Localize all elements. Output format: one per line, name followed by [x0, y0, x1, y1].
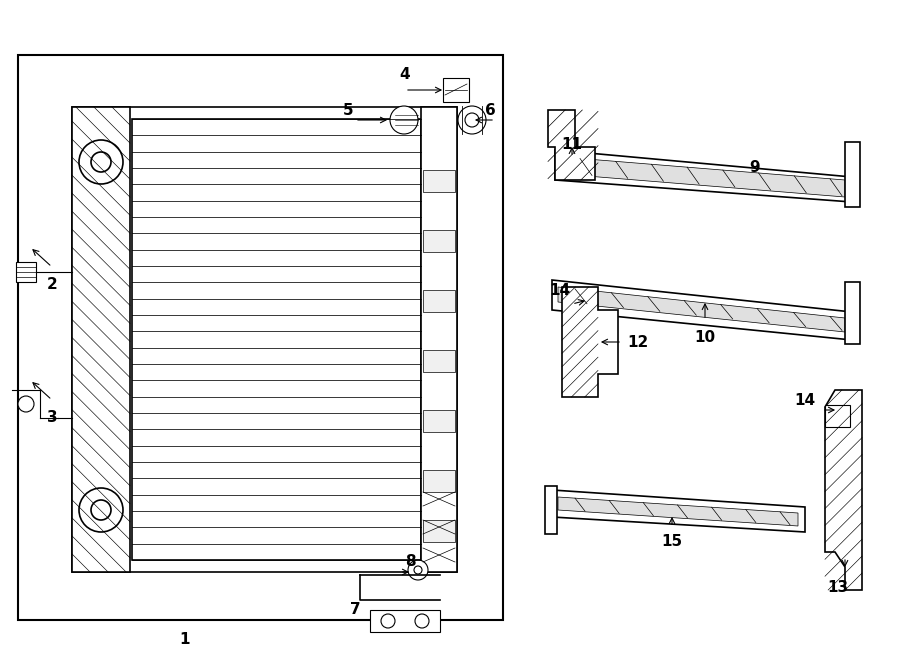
Text: 14: 14: [795, 393, 815, 408]
Circle shape: [79, 488, 123, 532]
Circle shape: [91, 152, 111, 172]
Circle shape: [465, 113, 479, 127]
Bar: [72, 107, 130, 572]
Text: 13: 13: [827, 579, 849, 594]
Polygon shape: [558, 287, 845, 332]
Text: 11: 11: [562, 136, 582, 152]
Bar: [423, 170, 455, 192]
Circle shape: [18, 396, 34, 412]
Circle shape: [414, 566, 422, 574]
Circle shape: [91, 500, 111, 520]
Bar: [423, 410, 455, 432]
Polygon shape: [552, 490, 805, 532]
Text: 8: 8: [405, 555, 415, 569]
Polygon shape: [555, 150, 852, 202]
Text: 2: 2: [47, 277, 58, 291]
Polygon shape: [558, 497, 798, 526]
Polygon shape: [548, 110, 595, 180]
Circle shape: [415, 614, 429, 628]
Circle shape: [408, 560, 428, 580]
Text: 4: 4: [400, 66, 410, 81]
Circle shape: [381, 614, 395, 628]
Bar: [825, 405, 850, 427]
Bar: [423, 470, 455, 492]
Circle shape: [390, 106, 418, 134]
Text: 12: 12: [627, 334, 649, 350]
Bar: [845, 282, 860, 344]
Text: 3: 3: [47, 410, 58, 424]
Text: 6: 6: [484, 103, 495, 117]
Bar: [423, 230, 455, 252]
Polygon shape: [562, 287, 618, 397]
Bar: [370, 610, 440, 632]
Bar: [16, 262, 36, 282]
Polygon shape: [825, 390, 862, 590]
Text: 1: 1: [180, 632, 190, 647]
Text: 14: 14: [549, 283, 571, 297]
Text: 5: 5: [343, 103, 354, 117]
Circle shape: [79, 140, 123, 184]
Text: 15: 15: [662, 534, 682, 549]
Text: 7: 7: [350, 602, 360, 618]
Bar: [132, 119, 421, 560]
Bar: [72, 107, 457, 572]
FancyBboxPatch shape: [443, 78, 469, 102]
Bar: [423, 350, 455, 372]
Bar: [18, 55, 503, 620]
Circle shape: [458, 106, 486, 134]
Bar: [845, 142, 860, 207]
Text: 9: 9: [750, 160, 760, 175]
Bar: [421, 107, 457, 572]
Polygon shape: [552, 280, 852, 340]
Polygon shape: [562, 157, 845, 197]
Bar: [545, 486, 557, 534]
Bar: [423, 520, 455, 542]
Text: 10: 10: [695, 330, 716, 344]
Bar: [423, 290, 455, 312]
